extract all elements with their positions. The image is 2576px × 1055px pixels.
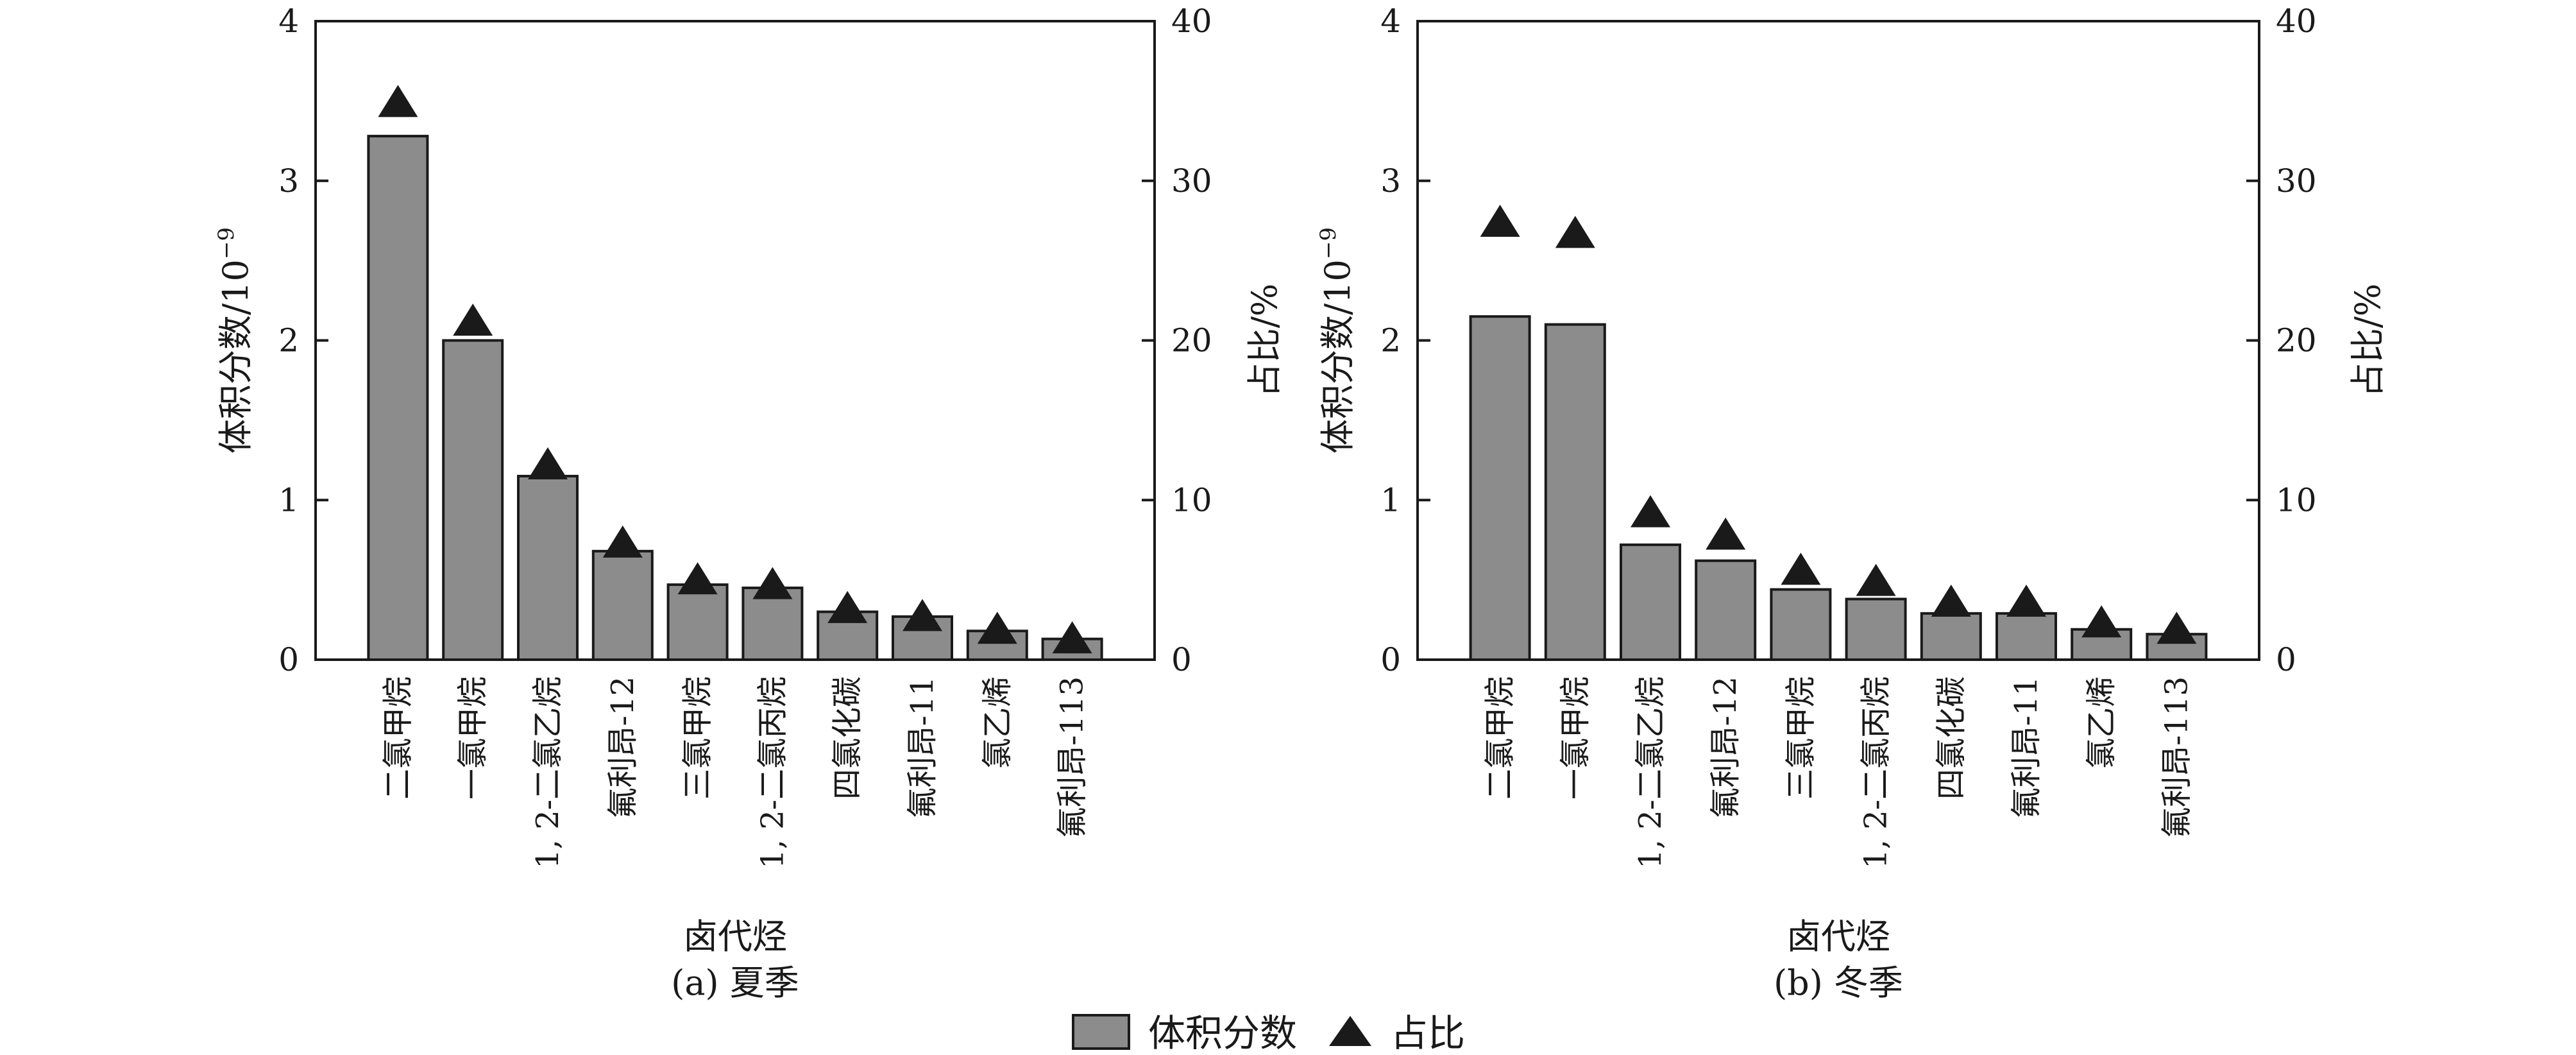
panel-caption: (b) 冬季 [1774, 963, 1903, 1003]
bar-3 [591, 549, 654, 661]
category-label-9: 氟利昂-113 [2158, 676, 2194, 838]
bar-7 [1996, 612, 2057, 661]
category-label-5: 1, 2-二氯丙烷 [754, 676, 790, 869]
legend-marker-label: 占比 [1391, 1011, 1465, 1052]
share-marker-9 [1052, 621, 1092, 654]
share-marker-1 [453, 304, 493, 336]
right-tick-label: 10 [1171, 481, 1212, 519]
left-axis-title: 体积分数/10−9 [1316, 227, 1358, 454]
legend-bar-label: 体积分数 [1148, 1011, 1297, 1052]
share-marker-2 [1631, 495, 1670, 528]
right-tick-label: 10 [2276, 481, 2317, 519]
category-label-1: 一氯甲烷 [455, 676, 491, 800]
bar-1 [442, 339, 504, 661]
right-tick-label: 40 [2276, 3, 2317, 40]
right-tick-label: 30 [1171, 162, 1212, 200]
right-tick-label: 0 [1171, 641, 1192, 678]
share-marker-8 [977, 612, 1017, 644]
right-tick-label: 30 [2276, 162, 2317, 200]
share-marker-6 [1931, 584, 1971, 617]
category-label-2: 1, 2-二氯乙烷 [530, 676, 566, 869]
bar-7 [892, 615, 953, 662]
right-tick-label: 40 [1171, 3, 1212, 40]
right-tick-label: 0 [2276, 641, 2296, 678]
bar-2 [1620, 543, 1681, 662]
category-label-2: 1, 2-二氯乙烷 [1632, 676, 1668, 869]
share-marker-0 [378, 85, 418, 117]
plot-frame [314, 20, 1156, 661]
share-marker-8 [2081, 605, 2122, 638]
legend: 体积分数 占比 [1072, 1011, 1465, 1055]
category-label-1: 一氯甲烷 [1557, 676, 1593, 800]
share-marker-2 [528, 447, 568, 480]
share-marker-9 [2157, 612, 2197, 644]
legend-bar-swatch [1072, 1014, 1130, 1050]
category-label-8: 氯乙烯 [979, 676, 1015, 769]
bar-0 [1469, 315, 1531, 661]
category-label-3: 氟利昂-12 [605, 676, 641, 818]
share-marker-1 [1555, 216, 1595, 248]
share-marker-3 [602, 525, 643, 558]
left-tick-label: 2 [278, 322, 299, 359]
left-tick-label: 4 [278, 3, 299, 40]
left-tick-label: 1 [278, 481, 299, 519]
category-label-8: 氯乙烯 [2083, 676, 2119, 769]
panel-caption: (a) 夏季 [671, 963, 799, 1003]
share-marker-7 [2006, 584, 2046, 617]
bar-4 [1770, 588, 1832, 661]
share-marker-5 [1856, 563, 1896, 596]
left-tick-label: 1 [1380, 481, 1401, 519]
left-tick-label: 2 [1380, 322, 1401, 359]
right-tick-label: 20 [2276, 322, 2317, 359]
share-marker-0 [1480, 204, 1520, 237]
category-label-9: 氟利昂-113 [1055, 676, 1090, 838]
category-label-4: 三氯甲烷 [1783, 676, 1818, 800]
category-label-6: 四氯化碳 [1933, 676, 1969, 800]
share-marker-4 [1781, 553, 1821, 585]
right-tick-label: 20 [1171, 322, 1212, 359]
bar-3 [1695, 559, 1757, 662]
left-tick-label: 3 [1380, 162, 1401, 200]
left-axis-title: 体积分数/10−9 [214, 227, 256, 454]
left-tick-label: 0 [1380, 641, 1401, 678]
share-marker-7 [902, 599, 942, 631]
share-marker-3 [1706, 517, 1746, 550]
bar-4 [666, 583, 729, 662]
category-label-6: 四氯化碳 [829, 676, 865, 800]
left-tick-label: 0 [278, 641, 299, 678]
share-marker-4 [677, 562, 718, 595]
right-axis-title: 占比/% [2348, 284, 2388, 398]
left-tick-label: 3 [278, 162, 299, 200]
bar-6 [1920, 612, 1982, 661]
bar-1 [1544, 323, 1606, 661]
right-axis-title: 占比/% [1244, 284, 1285, 398]
bar-5 [1845, 597, 1907, 661]
legend-marker-icon [1329, 1016, 1371, 1046]
bar-0 [367, 135, 429, 662]
share-marker-5 [752, 567, 793, 599]
x-axis-title: 卤代烃 [683, 916, 787, 957]
category-label-5: 1, 2-二氯丙烷 [1858, 676, 1894, 869]
left-tick-label: 4 [1380, 3, 1401, 40]
category-label-0: 二氯甲烷 [380, 676, 416, 800]
bar-2 [517, 474, 579, 661]
share-marker-6 [827, 590, 868, 623]
category-label-3: 氟利昂-12 [1707, 676, 1743, 818]
x-axis-title: 卤代烃 [1786, 916, 1890, 957]
category-label-0: 二氯甲烷 [1482, 676, 1518, 800]
category-label-7: 氟利昂-11 [904, 676, 940, 818]
category-label-4: 三氯甲烷 [680, 676, 716, 800]
category-label-7: 氟利昂-11 [2008, 676, 2044, 818]
plot-frame [1416, 20, 2260, 661]
